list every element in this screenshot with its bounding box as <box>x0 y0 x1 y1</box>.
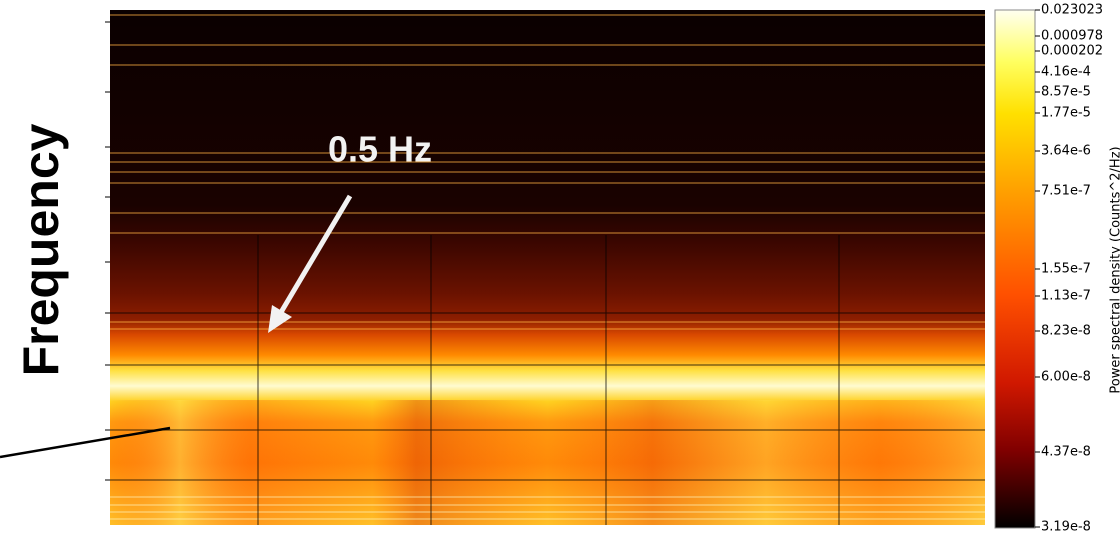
colorbar-tick-label: 8.23e-8 <box>1041 324 1091 339</box>
colorbar-tick-label: 0.023023 <box>1041 3 1103 18</box>
colorbar-tick-label: 3.19e-8 <box>1041 520 1091 535</box>
y-axis-label: Frequency <box>13 123 69 376</box>
colorbar-tick-label: 1.55e-7 <box>1041 262 1091 277</box>
colorbar-tick-label: 0.000978 <box>1041 29 1103 44</box>
colorbar-label: Power spectral density (Counts^2/Hz) <box>1109 146 1120 393</box>
annotation-arrow <box>268 194 353 333</box>
colorbar-tick-label: 1.13e-7 <box>1041 289 1091 304</box>
colorbar-tick-label: 1.77e-5 <box>1041 106 1091 121</box>
annotation: 0.5 Hz <box>328 129 432 170</box>
colorbar-tick-label: 0.000202 <box>1041 44 1103 59</box>
colorbar-tick-label: 8.57e-5 <box>1041 85 1091 100</box>
colorbar-tick-label: 4.37e-8 <box>1041 445 1091 460</box>
colorbar-tick-label: 3.64e-6 <box>1041 144 1091 159</box>
colorbar-tick-label: 4.16e-4 <box>1041 65 1091 80</box>
pointer-line <box>0 426 171 459</box>
colorbar <box>994 9 1036 529</box>
spectrogram <box>105 10 985 525</box>
colorbar-tick-label: 7.51e-7 <box>1041 184 1091 199</box>
colorbar-tick-label: 6.00e-8 <box>1041 370 1091 385</box>
